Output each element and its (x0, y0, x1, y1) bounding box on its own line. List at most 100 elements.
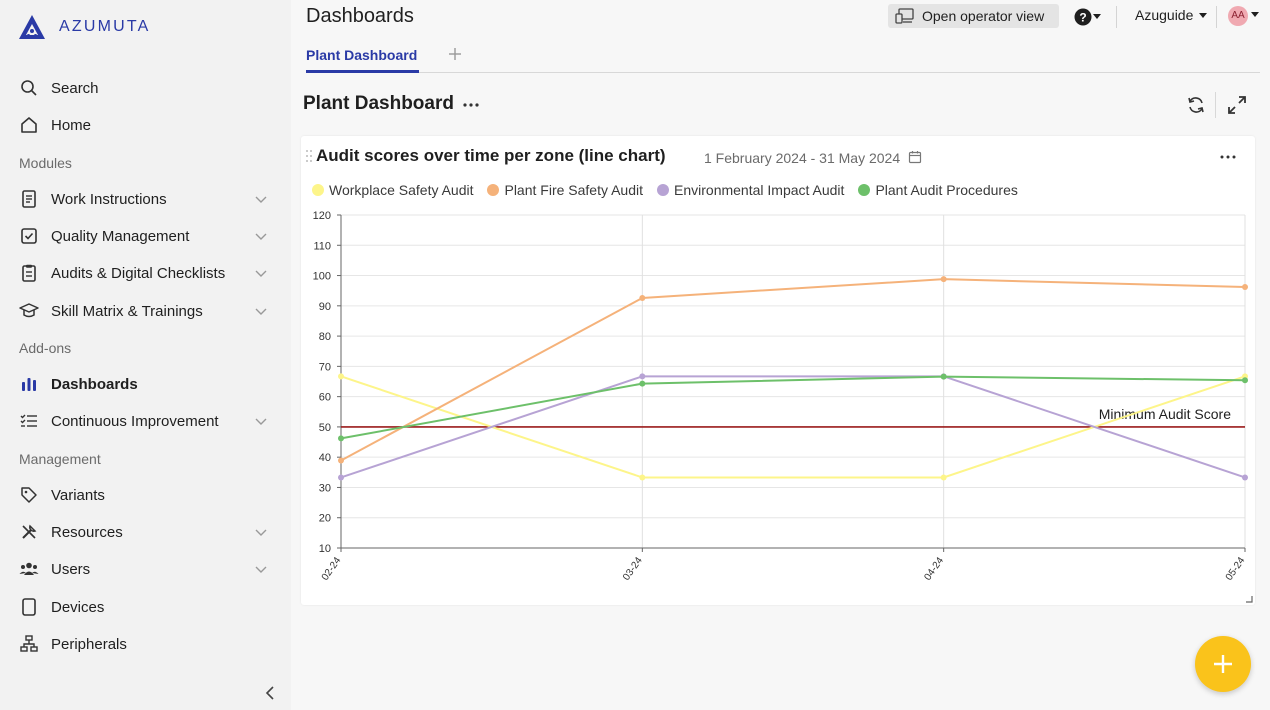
sidebar-item-search[interactable]: Search (0, 70, 291, 106)
sidebar-item-label: Audits & Digital Checklists (51, 264, 226, 282)
data-point (338, 435, 344, 442)
operator-view-label: Open operator view (922, 8, 1045, 24)
legend-label: Plant Fire Safety Audit (504, 182, 644, 198)
chevron-down-icon[interactable] (254, 304, 268, 318)
sidebar-item-label: Users (51, 560, 91, 578)
chart-title: Audit scores over time per zone (line ch… (316, 146, 666, 165)
users-icon (19, 559, 39, 579)
sidebar-item-label: Home (51, 116, 92, 134)
open-operator-view-button[interactable]: Open operator view (888, 4, 1059, 28)
series-line-2 (340, 278, 1246, 462)
tab-plant-dashboard[interactable]: Plant Dashboard (306, 47, 418, 63)
header-divider (1116, 6, 1117, 28)
y-tick-label: 10 (319, 543, 331, 555)
collapse-sidebar-icon[interactable] (262, 684, 278, 702)
tablet-icon (19, 597, 39, 617)
caret-down-icon[interactable] (1251, 12, 1259, 18)
legend-label: Workplace Safety Audit (329, 182, 474, 198)
sidebar-item-home[interactable]: Home (0, 107, 291, 143)
y-tick-label: 80 (319, 331, 331, 343)
sidebar-item-audits[interactable]: Audits & Digital Checklists (0, 255, 291, 291)
sidebar-item-peripherals[interactable]: Peripherals (0, 626, 291, 662)
y-tick-label: 120 (313, 210, 331, 222)
chevron-down-icon[interactable] (254, 525, 268, 539)
sidebar-item-variants[interactable]: Variants (0, 477, 291, 513)
chart-widget-card: Audit scores over time per zone (line ch… (301, 136, 1255, 605)
y-tick-label: 90 (319, 301, 331, 313)
y-tick-label: 70 (319, 361, 331, 373)
caret-down-icon (1093, 14, 1101, 19)
data-point (940, 373, 947, 380)
data-point (1242, 284, 1248, 291)
data-point (639, 474, 646, 481)
y-tick-label: 60 (319, 392, 331, 404)
chevron-down-icon[interactable] (254, 414, 268, 428)
legend-label: Environmental Impact Audit (674, 182, 845, 198)
data-point (338, 474, 344, 481)
reference-line-label: Minimum Audit Score (1099, 406, 1231, 422)
sidebar-item-label: Devices (51, 598, 105, 616)
clipboard-check-icon (19, 226, 39, 246)
sidebar-item-label: Dashboards (51, 375, 138, 393)
legend-item[interactable]: Workplace Safety Audit (312, 182, 473, 198)
sidebar-item-resources[interactable]: Resources (0, 514, 291, 550)
y-tick-label: 30 (319, 482, 331, 494)
chevron-down-icon[interactable] (254, 229, 268, 243)
legend-swatch (858, 184, 871, 196)
resize-handle-icon[interactable] (1245, 595, 1253, 603)
refresh-icon[interactable] (1186, 95, 1206, 115)
date-range: 1 February 2024 - 31 May 2024 (704, 150, 901, 166)
sidebar-item-label: Resources (51, 523, 123, 541)
header-divider (1216, 6, 1217, 28)
clipboard-list-icon (19, 263, 39, 283)
sidebar-item-continuous-improvement[interactable]: Continuous Improvement (0, 403, 291, 439)
drag-handle-icon[interactable] (305, 148, 313, 164)
tab-bar-border (306, 72, 1260, 73)
chevron-down-icon[interactable] (254, 562, 268, 576)
data-point (338, 457, 344, 464)
tag-icon (19, 485, 39, 505)
sidebar-item-work-instructions[interactable]: Work Instructions (0, 181, 291, 217)
sidebar-item-label: Variants (51, 486, 105, 504)
series-line-3 (340, 375, 1246, 479)
legend-item[interactable]: Plant Audit Procedures (858, 182, 1018, 198)
sidebar-item-users[interactable]: Users (0, 551, 291, 587)
tools-icon (19, 522, 39, 542)
more-options-icon[interactable] (1219, 150, 1237, 164)
data-point (639, 294, 646, 301)
add-widget-button[interactable] (1195, 636, 1251, 692)
graduation-cap-icon (19, 301, 39, 321)
y-tick-label: 40 (319, 452, 331, 464)
sidebar-item-devices[interactable]: Devices (0, 589, 291, 625)
legend-item[interactable]: Plant Fire Safety Audit (487, 182, 643, 198)
sidebar-item-label: Skill Matrix & Trainings (51, 302, 203, 320)
series-line-4 (340, 375, 1246, 440)
chevron-down-icon[interactable] (254, 192, 268, 206)
chevron-down-icon[interactable] (254, 266, 268, 280)
add-tab-icon[interactable] (447, 46, 463, 62)
section-label-management: Management (19, 451, 101, 467)
x-tick-label: 05-24 (1224, 555, 1248, 583)
plus-icon (1214, 655, 1232, 673)
avatar[interactable]: AA (1228, 6, 1248, 26)
organization-dropdown[interactable]: Azuguide (1135, 7, 1208, 23)
sidebar-item-quality-management[interactable]: Quality Management (0, 218, 291, 254)
data-point (940, 474, 947, 481)
organization-name: Azuguide (1135, 7, 1194, 23)
y-tick-label: 20 (319, 513, 331, 525)
help-button[interactable]: ? (1074, 8, 1102, 26)
logo[interactable]: AZUMUTA (18, 14, 151, 40)
legend-item[interactable]: Environmental Impact Audit (657, 182, 844, 198)
sidebar-item-label: Search (51, 79, 99, 97)
fullscreen-icon[interactable] (1227, 95, 1247, 115)
toolbar-divider (1215, 92, 1216, 118)
bar-chart-icon (19, 374, 39, 394)
data-point (639, 373, 646, 380)
document-icon (19, 189, 39, 209)
data-point (940, 276, 947, 283)
sidebar-item-dashboards[interactable]: Dashboards (0, 366, 291, 402)
more-options-icon[interactable] (462, 96, 480, 114)
sidebar-item-skill-matrix[interactable]: Skill Matrix & Trainings (0, 293, 291, 329)
calendar-icon[interactable] (908, 150, 922, 164)
sidebar-item-label: Quality Management (51, 227, 190, 245)
